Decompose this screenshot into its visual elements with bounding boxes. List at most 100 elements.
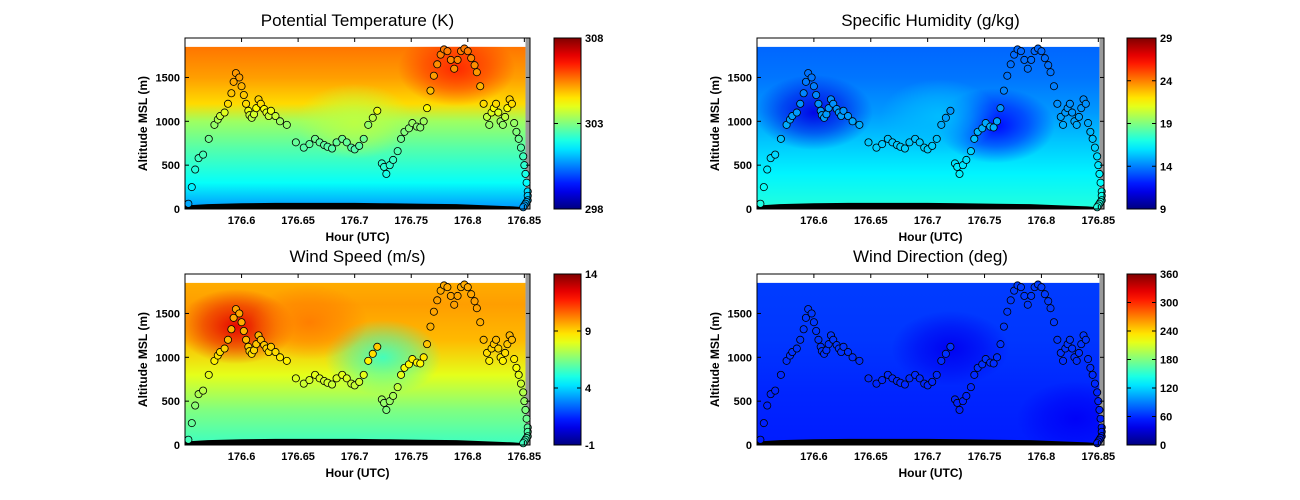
x-tick-label: 176.75 bbox=[968, 215, 1002, 227]
flight-track-point bbox=[1074, 348, 1083, 357]
flight-track-point bbox=[368, 349, 377, 358]
x-axis-label: Hour (UTC) bbox=[326, 466, 390, 480]
x-tick-label: 176.85 bbox=[508, 451, 542, 463]
flight-track-point bbox=[932, 134, 941, 143]
flight-track-point bbox=[839, 106, 848, 115]
flight-track-point bbox=[799, 89, 808, 98]
field-feature bbox=[250, 284, 369, 360]
y-tick-label: 1500 bbox=[728, 72, 752, 84]
flight-track-point bbox=[1065, 335, 1074, 344]
flight-track-point bbox=[999, 322, 1008, 331]
flight-track-point bbox=[809, 318, 818, 327]
flight-track-point bbox=[187, 183, 196, 192]
colorbar-gradient bbox=[1126, 273, 1157, 446]
flight-track-point bbox=[204, 370, 213, 379]
flight-track-point bbox=[955, 169, 964, 178]
flight-track-point bbox=[812, 326, 821, 335]
flight-track-point bbox=[516, 143, 525, 152]
flight-track-point bbox=[282, 120, 291, 129]
colorbar-tick-label: -1 bbox=[585, 440, 595, 452]
axes-frame bbox=[756, 273, 1105, 446]
flight-track-point bbox=[1086, 363, 1095, 372]
flight-track-point bbox=[389, 155, 398, 164]
flight-track-point bbox=[900, 380, 909, 389]
flight-track-point bbox=[1093, 439, 1102, 448]
flight-track-point bbox=[485, 120, 494, 129]
flight-track-point bbox=[1074, 112, 1083, 121]
colorbar-tick-label: 24 bbox=[1160, 76, 1173, 88]
flight-track-point bbox=[1053, 335, 1062, 344]
flight-track bbox=[756, 44, 1106, 212]
flight-track-point bbox=[855, 356, 864, 365]
flight-track-point bbox=[332, 374, 341, 383]
flight-track-point bbox=[1006, 60, 1015, 69]
flight-track-point bbox=[223, 335, 232, 344]
field bbox=[757, 46, 1100, 210]
flight-track-point bbox=[498, 356, 507, 365]
flight-track-point bbox=[433, 296, 442, 305]
colorbar-tick-label: 120 bbox=[1160, 383, 1178, 395]
flight-track-point bbox=[1084, 119, 1093, 128]
flight-track-point bbox=[342, 138, 351, 147]
flight-track-point bbox=[1016, 283, 1025, 292]
flight-track-point bbox=[1049, 318, 1058, 327]
flight-track-point bbox=[962, 155, 971, 164]
flight-track-point bbox=[429, 71, 438, 80]
flight-track-point bbox=[332, 138, 341, 147]
flight-track-point bbox=[796, 99, 805, 108]
flight-track-point bbox=[970, 134, 979, 143]
flight-track-point bbox=[512, 363, 521, 372]
flight-track-point bbox=[359, 370, 368, 379]
flight-track-point bbox=[507, 99, 516, 108]
flight-track-point bbox=[199, 150, 208, 159]
flight-track-point bbox=[429, 307, 438, 316]
flight-track-point bbox=[463, 283, 472, 292]
flight-track-point bbox=[426, 322, 435, 331]
flight-track-point bbox=[328, 144, 337, 153]
flight-track-point bbox=[1081, 99, 1090, 108]
flight-track-point bbox=[756, 435, 765, 444]
flight-track-point bbox=[191, 401, 200, 410]
flight-track-point bbox=[510, 119, 519, 128]
flight-track-point bbox=[855, 120, 864, 129]
flight-track-point bbox=[848, 353, 857, 362]
flight-track-point bbox=[426, 86, 435, 95]
flight-track-point bbox=[996, 340, 1005, 349]
axes-frame bbox=[184, 37, 531, 210]
flight-track-point bbox=[453, 291, 462, 300]
y-tick-label: 1000 bbox=[156, 116, 180, 128]
flight-track-point bbox=[510, 355, 519, 364]
x-tick-label: 176.6 bbox=[800, 215, 828, 227]
flight-track-point bbox=[501, 348, 510, 357]
flight-track-point bbox=[199, 386, 208, 395]
flight-track-point bbox=[191, 165, 200, 174]
plot-area bbox=[184, 37, 532, 212]
flight-track-point bbox=[416, 359, 425, 368]
flight-track-point bbox=[1084, 355, 1093, 364]
flight-track-point bbox=[227, 89, 236, 98]
flight-track-point bbox=[184, 199, 193, 208]
colorbar-tick-label: 298 bbox=[585, 204, 603, 216]
flight-track-point bbox=[1023, 64, 1032, 73]
field bbox=[185, 46, 526, 210]
flight-track-point bbox=[792, 344, 801, 353]
flight-track-point bbox=[229, 77, 238, 86]
x-tick-label: 176.8 bbox=[454, 215, 482, 227]
flight-track-point bbox=[479, 99, 488, 108]
colorbar-tick-label: 9 bbox=[585, 326, 591, 338]
y-ticks: 0 500 1000 1500 bbox=[728, 308, 1104, 452]
colorbar-tick-label: 14 bbox=[1160, 161, 1173, 173]
flight-track-point bbox=[522, 414, 531, 423]
flight-track-point bbox=[771, 150, 780, 159]
flight-track-point bbox=[519, 388, 528, 397]
flight-track-point bbox=[1046, 68, 1055, 77]
flight-track-point bbox=[479, 335, 488, 344]
flight-track-point bbox=[305, 376, 314, 385]
flight-track-point bbox=[799, 325, 808, 334]
no-data-strip bbox=[525, 274, 530, 445]
flight-track-point bbox=[966, 383, 975, 392]
x-tick-label: 176.8 bbox=[1028, 451, 1056, 463]
flight-track-point bbox=[1093, 203, 1102, 212]
flight-track-point bbox=[470, 297, 479, 306]
flight-track-point bbox=[472, 304, 481, 313]
